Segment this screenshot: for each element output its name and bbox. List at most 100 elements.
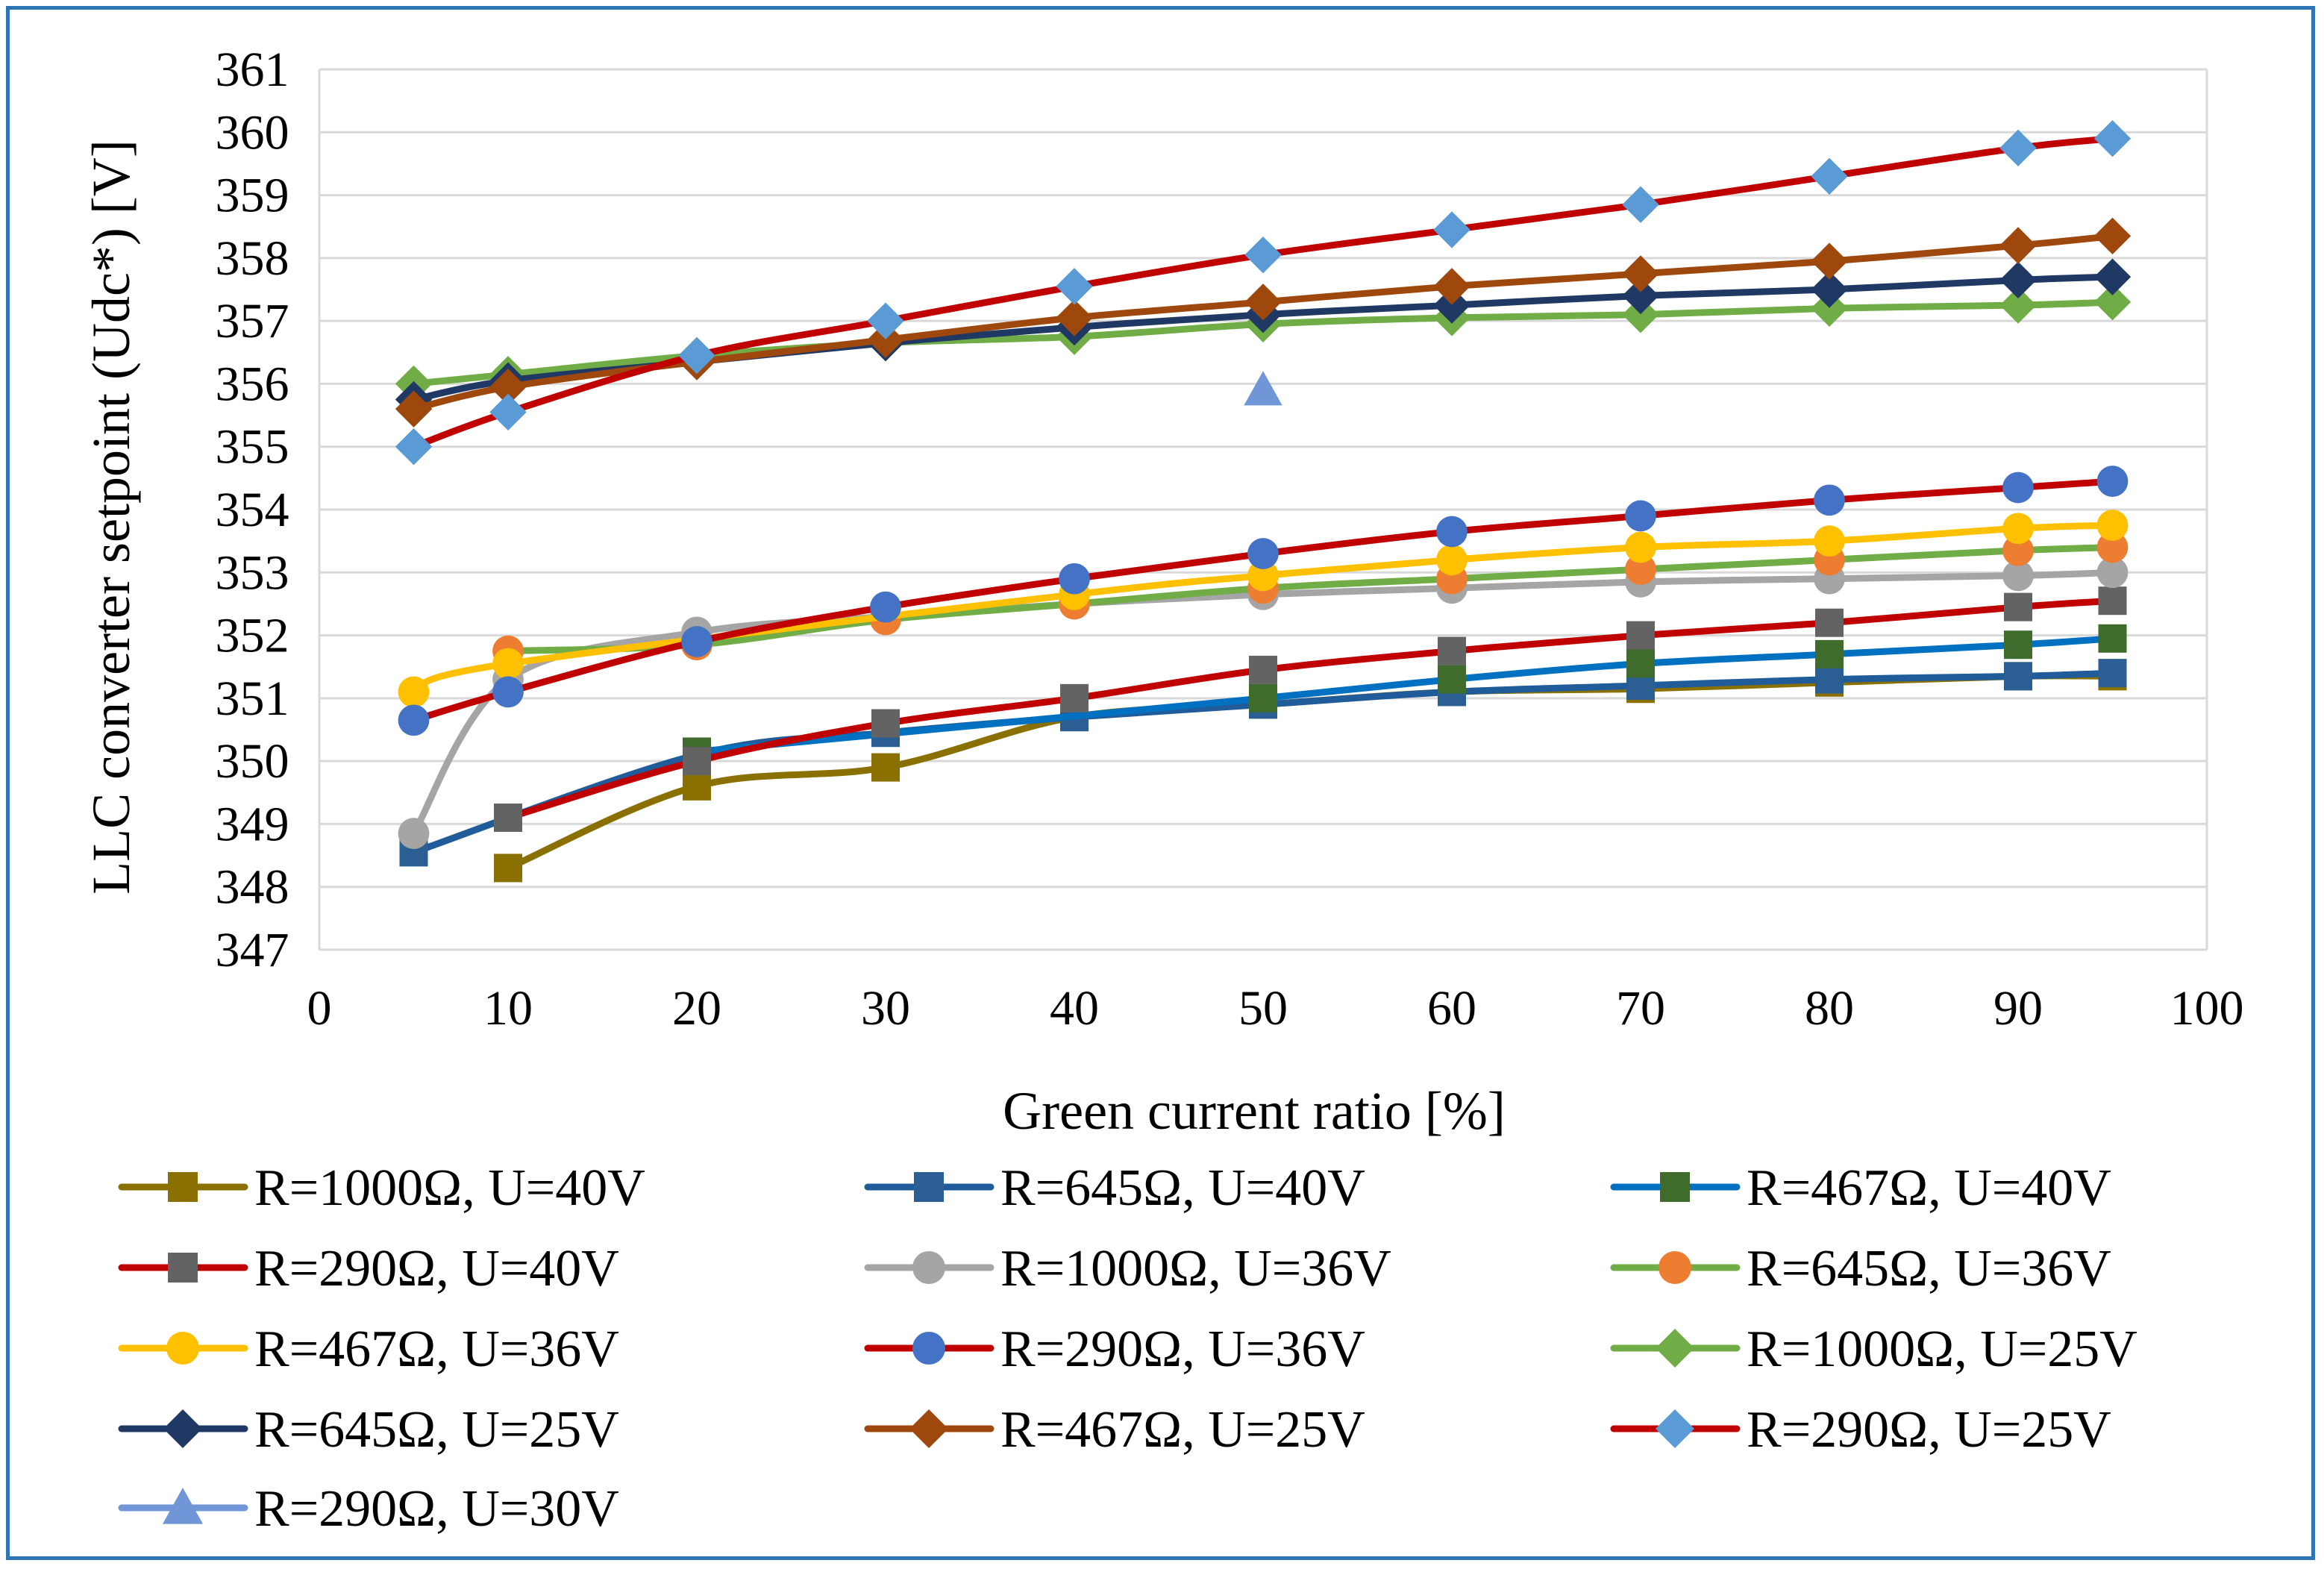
data-point <box>1249 683 1277 713</box>
data-point <box>398 704 430 736</box>
data-point <box>2096 531 2129 563</box>
x-tick-label: 10 <box>483 981 533 1036</box>
y-tick-label: 350 <box>216 734 289 789</box>
data-point <box>1815 665 1844 694</box>
x-tick-label: 30 <box>861 981 910 1036</box>
legend-label: R=645Ω, U=25V <box>254 1401 619 1459</box>
data-point <box>2096 557 2129 589</box>
legend-marker <box>166 1332 199 1365</box>
x-tick-label: 40 <box>1050 981 1099 1036</box>
legend-marker <box>168 1253 198 1283</box>
series-12 <box>395 120 2132 466</box>
data-point <box>1059 563 1090 595</box>
data-point <box>2098 586 2127 616</box>
data-point <box>494 804 522 832</box>
x-tick-label: 70 <box>1616 981 1665 1036</box>
series-line <box>693 635 2116 755</box>
legend-item: R=467Ω, U=36V <box>118 1321 619 1378</box>
y-axis-title: LLC converter setpoint (Udc*) [V] <box>81 140 141 895</box>
data-point <box>2096 466 2129 497</box>
data-point <box>2004 662 2032 691</box>
legend-marker <box>909 1409 948 1448</box>
data-point <box>1249 655 1277 684</box>
data-point <box>2002 513 2034 545</box>
data-point <box>2093 284 2132 321</box>
x-tick-label: 100 <box>2170 981 2244 1036</box>
legend-marker <box>163 1488 203 1524</box>
x-tick-label: 20 <box>672 981 721 1036</box>
data-point <box>867 321 904 359</box>
legend: R=1000Ω, U=40V R=645Ω, U=40V R=467Ω, U=40V… <box>118 1159 2137 1538</box>
data-point <box>1626 649 1655 678</box>
legend-marker <box>1660 1172 1690 1202</box>
data-point <box>395 428 433 466</box>
data-point <box>395 390 433 428</box>
legend-marker <box>914 1172 944 1202</box>
data-point <box>2002 472 2034 504</box>
y-tick-label: 351 <box>216 671 289 726</box>
legend-item: R=1000Ω, U=40V <box>118 1159 645 1217</box>
data-point <box>1626 621 1655 650</box>
legend-label: R=1000Ω, U=36V <box>1000 1240 1391 1297</box>
legend-marker <box>912 1251 945 1284</box>
data-point <box>1060 683 1089 713</box>
data-point <box>871 753 900 782</box>
legend-label: R=1000Ω, U=25V <box>1747 1321 2137 1378</box>
series-group <box>395 120 2132 883</box>
data-point <box>1811 157 1848 195</box>
data-point <box>489 368 527 406</box>
y-tick-label: 357 <box>216 294 289 348</box>
data-point <box>1244 371 1282 406</box>
data-point <box>1247 560 1279 592</box>
legend-item: R=290Ω, U=36V <box>864 1321 1365 1378</box>
legend-marker <box>168 1172 198 1202</box>
data-point <box>489 393 527 431</box>
data-point <box>2098 659 2127 688</box>
data-point <box>2002 534 2034 566</box>
series-13 <box>1244 371 1282 406</box>
data-point <box>683 771 711 801</box>
data-point <box>2004 630 2032 660</box>
legend-label: R=467Ω, U=25V <box>1000 1401 1365 1459</box>
y-tick-label: 360 <box>216 105 289 160</box>
data-point <box>1625 554 1656 585</box>
data-point <box>1433 286 1470 324</box>
data-point <box>1811 242 1848 280</box>
legend-label: R=290Ω, U=36V <box>1000 1321 1365 1378</box>
y-tick-label: 356 <box>216 357 289 411</box>
data-point <box>1438 636 1466 666</box>
y-tick-label: 354 <box>216 483 289 537</box>
data-point <box>2093 120 2132 157</box>
legend-item: R=290Ω, U=40V <box>118 1240 619 1297</box>
legend-item: R=1000Ω, U=25V <box>1610 1321 2137 1378</box>
x-tick-label: 90 <box>1993 981 2043 1036</box>
y-tick-labels: 347 348 349 350 351 352 353 354 355 356 357 358 359 3… <box>216 43 289 977</box>
data-point <box>1814 525 1845 557</box>
data-point <box>1622 277 1659 315</box>
legend-label: R=467Ω, U=36V <box>254 1321 619 1378</box>
data-point <box>2002 560 2034 592</box>
series-7 <box>398 510 2129 708</box>
y-tick-label: 353 <box>216 545 289 600</box>
x-axis-title: Green current ratio [%] <box>1003 1081 1506 1141</box>
legend-label: R=645Ω, U=36V <box>1747 1240 2111 1297</box>
legend-label: R=290Ω, U=40V <box>254 1240 619 1297</box>
data-point <box>1622 186 1659 223</box>
series-line <box>410 522 2116 695</box>
data-point <box>1247 538 1279 569</box>
data-point <box>492 676 524 708</box>
data-point <box>1811 289 1848 327</box>
series-8 <box>398 466 2129 736</box>
x-tick-label: 60 <box>1427 981 1476 1036</box>
x-tick-label: 80 <box>1805 981 1854 1036</box>
legend-label: R=290Ω, U=30V <box>254 1480 619 1538</box>
legend-item: R=467Ω, U=25V <box>864 1401 1365 1459</box>
legend-label: R=467Ω, U=40V <box>1747 1159 2111 1217</box>
data-point <box>681 626 712 657</box>
legend-marker <box>1659 1251 1691 1284</box>
y-tick-label: 348 <box>216 860 289 915</box>
data-point <box>1999 129 2037 167</box>
y-tick-label: 349 <box>216 797 289 851</box>
data-point <box>1811 271 1848 308</box>
data-point <box>492 648 524 680</box>
